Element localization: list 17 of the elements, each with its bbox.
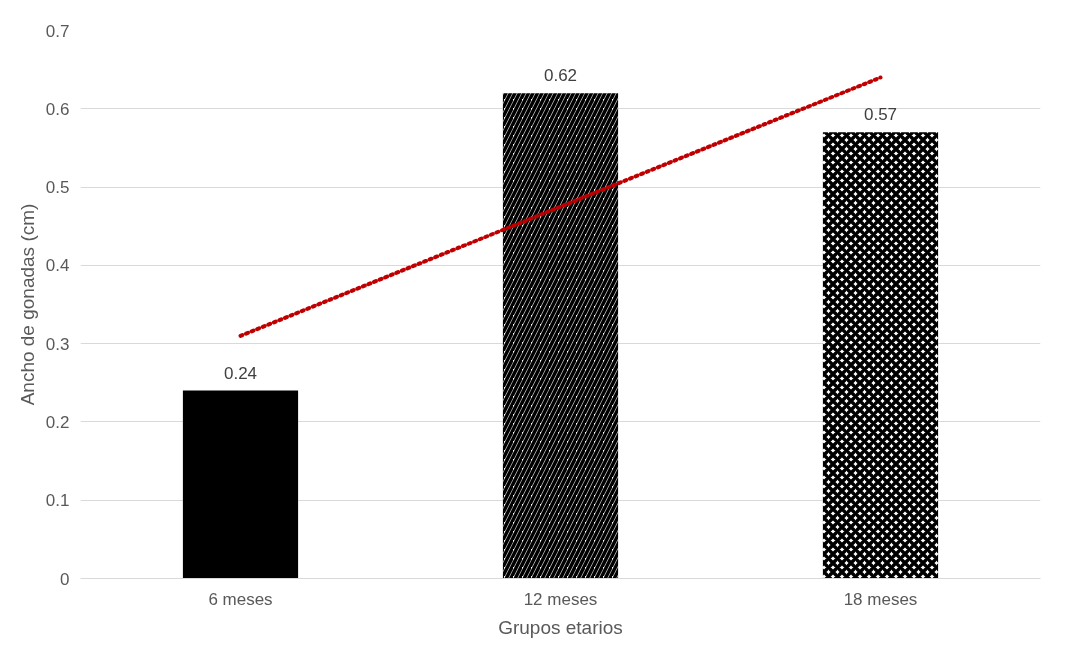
x-tick-label: 18 meses <box>843 589 918 609</box>
y-tick-label: 0.5 <box>45 178 70 198</box>
y-tick-label: 0.3 <box>45 334 70 354</box>
y-tick-label: 0.7 <box>45 21 70 41</box>
x-tick-label: 12 meses <box>523 589 598 609</box>
data-label: 0.62 <box>543 66 578 86</box>
y-tick-label: 0 <box>60 569 70 589</box>
data-label: 0.24 <box>223 363 258 383</box>
data-label: 0.57 <box>863 105 898 125</box>
y-tick-label: 0.6 <box>45 99 70 119</box>
y-axis-title: Ancho de gonadas (cm) <box>16 203 38 406</box>
x-axis-title: Grupos etarios <box>498 616 623 638</box>
y-tick-label: 0.2 <box>45 412 70 432</box>
y-tick-label: 0.4 <box>45 256 70 276</box>
y-tick-label: 0.1 <box>45 491 70 511</box>
x-tick-label: 6 meses <box>208 589 273 609</box>
bar <box>182 390 299 579</box>
